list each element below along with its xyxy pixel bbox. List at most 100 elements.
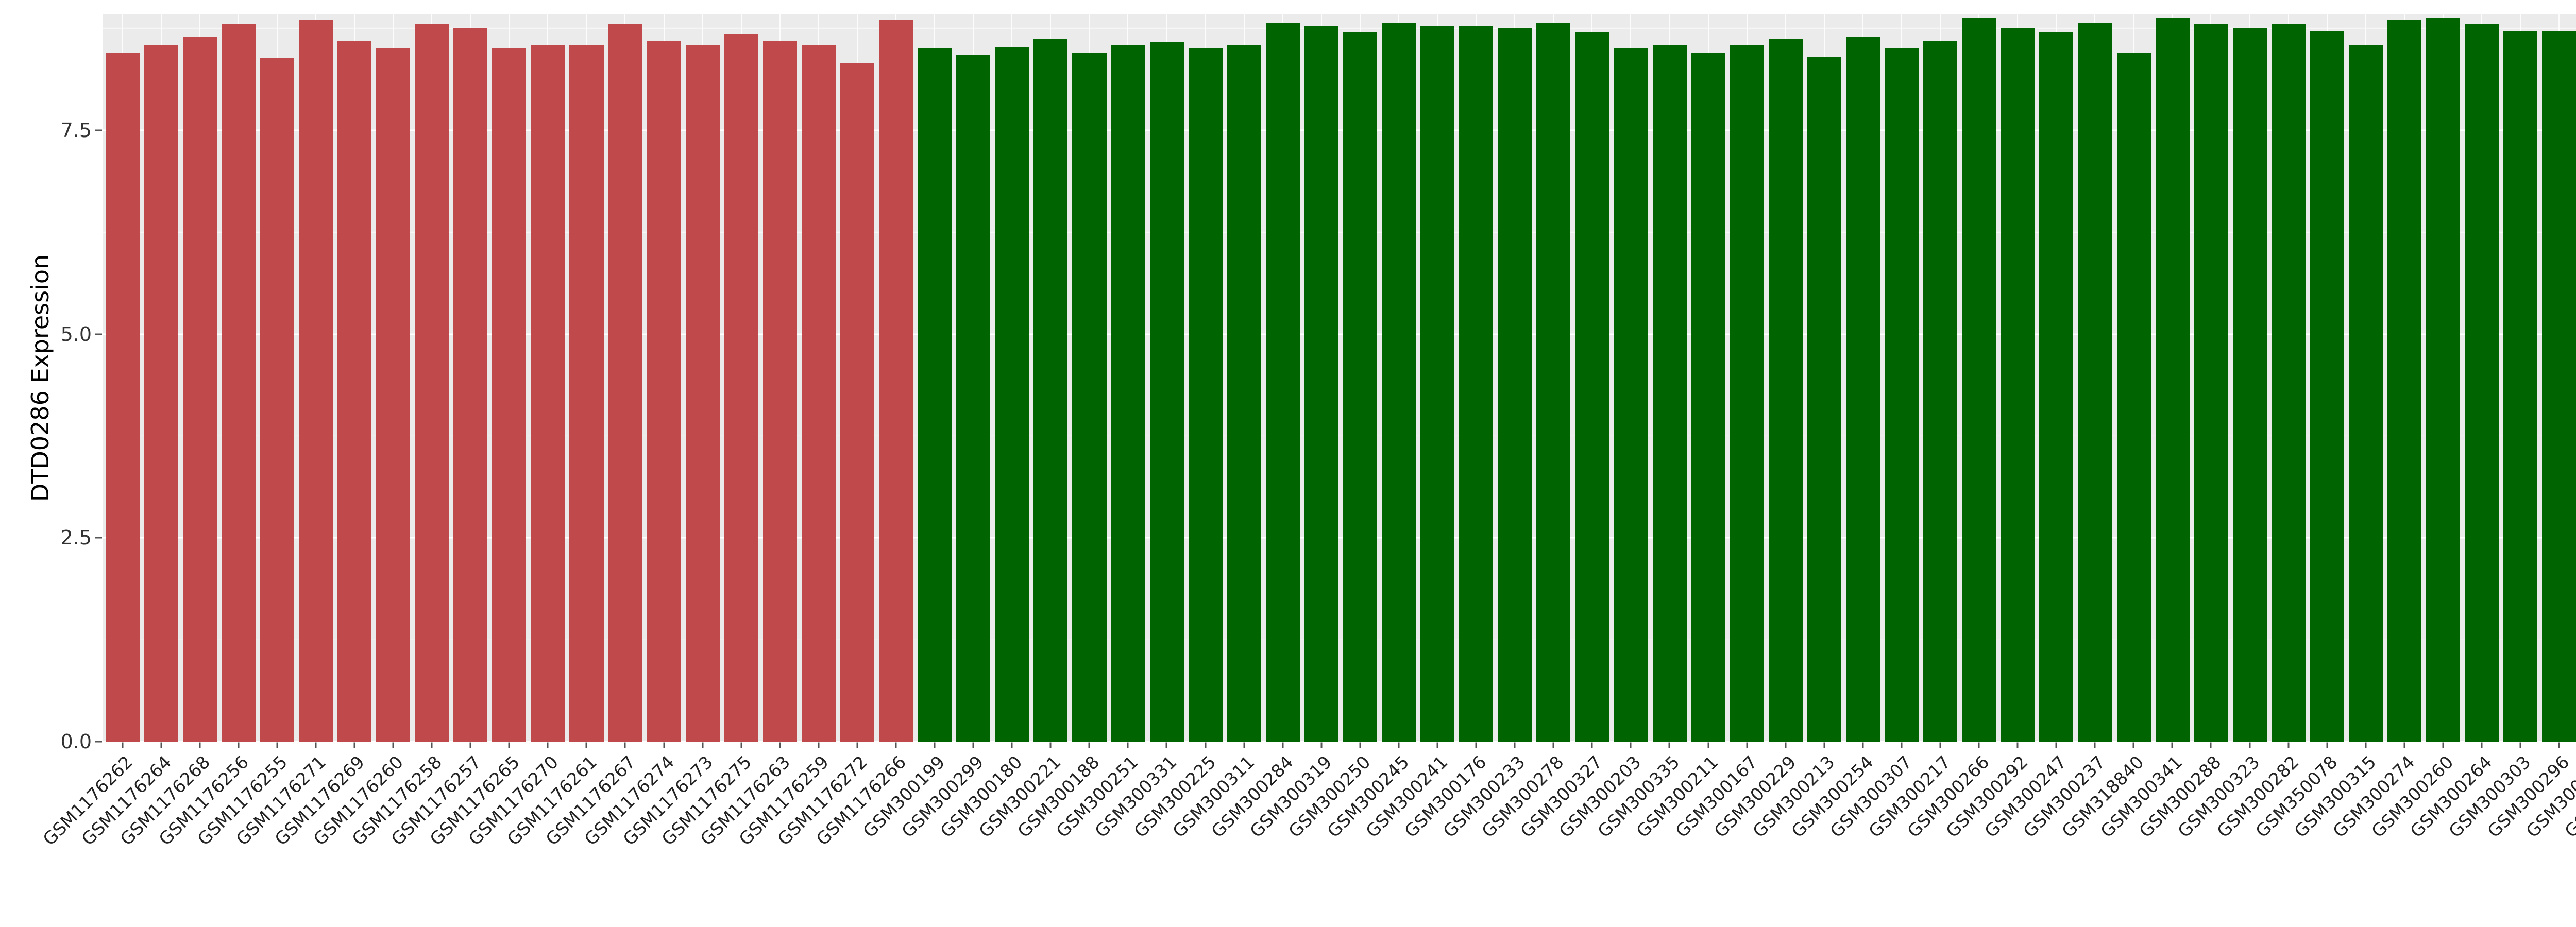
bar-slot [954, 14, 993, 742]
bar [298, 20, 333, 742]
x-tick-mark [585, 742, 587, 748]
bar [1382, 22, 1416, 742]
x-tick-mark [547, 742, 549, 748]
bar [1188, 48, 1223, 742]
bar [1227, 44, 1261, 742]
bar [1691, 53, 1725, 742]
bar [1304, 26, 1338, 742]
bar [801, 44, 836, 742]
bar [1149, 42, 1184, 742]
bar [1730, 44, 1764, 742]
bar-slot [1534, 14, 1573, 742]
bar-slot [1225, 14, 1263, 742]
bar [762, 40, 797, 742]
major-gridline [103, 537, 2576, 539]
bar-slot [838, 14, 876, 742]
x-tick-mark [1552, 742, 1554, 748]
bar [2349, 44, 2383, 742]
x-tick-mark [2403, 742, 2405, 748]
bar [105, 53, 140, 742]
x-tick-mark [1901, 742, 1903, 748]
x-tick-mark [1591, 742, 1593, 748]
bar-slot [1689, 14, 1727, 742]
bar-slot [1650, 14, 1689, 742]
x-tick-mark [1978, 742, 1980, 748]
bar [2116, 53, 2151, 742]
bar-slot [2192, 14, 2230, 742]
bar-slot [1109, 14, 1147, 742]
x-tick-mark [1939, 742, 1941, 748]
x-tick-mark [353, 742, 355, 748]
x-tick-mark [1746, 742, 1748, 748]
bar [1885, 48, 1919, 742]
bar-slot [2540, 14, 2576, 742]
bar-slot [374, 14, 413, 742]
bar [724, 34, 758, 742]
x-tick-mark [431, 742, 433, 748]
bar-slot [2230, 14, 2269, 742]
bar-slot [799, 14, 838, 742]
bar-slot [877, 14, 916, 742]
bar [879, 20, 913, 742]
bar [995, 47, 1029, 742]
bar [260, 58, 294, 742]
bar-slot [1998, 14, 2037, 742]
bar-slot [1457, 14, 1496, 742]
y-axis-title: DTD0286 Expression [26, 254, 54, 502]
x-tick-mark [1514, 742, 1516, 748]
bar [840, 63, 875, 742]
bar-slot [451, 14, 490, 742]
bar [1652, 44, 1687, 742]
bar-slot [1302, 14, 1341, 742]
x-tick-mark [1475, 742, 1477, 748]
bar-slot [1263, 14, 1302, 742]
x-tick-mark [1862, 742, 1864, 748]
major-gridline [103, 741, 2576, 743]
x-tick-mark [1707, 742, 1709, 748]
bar-slot [1147, 14, 1186, 742]
x-tick-mark [508, 742, 510, 748]
y-tick-mark [95, 537, 102, 539]
bar [1072, 53, 1107, 742]
bar-slot [529, 14, 567, 742]
x-tick-mark [238, 742, 240, 748]
x-tick-mark [2249, 742, 2251, 748]
bar [453, 28, 488, 742]
bar [1536, 22, 1571, 742]
major-gridline [103, 129, 2576, 131]
x-tick-mark [1359, 742, 1361, 748]
bar [2194, 24, 2228, 742]
plot-area [103, 14, 2576, 743]
x-tick-mark [2016, 742, 2019, 748]
bar-slot [606, 14, 645, 742]
bar [1575, 32, 1609, 742]
bar [531, 44, 565, 742]
bar-slot [2153, 14, 2192, 742]
bar-slot [1921, 14, 1960, 742]
bar-slot [103, 14, 142, 742]
x-tick-mark [2558, 742, 2560, 748]
bar-slot [2114, 14, 2153, 742]
x-tick-mark [1165, 742, 1167, 748]
bar [2426, 18, 2461, 742]
bar [647, 40, 681, 742]
bar [1459, 26, 1494, 742]
x-tick-mark [702, 742, 704, 748]
x-tick-mark [122, 742, 124, 748]
minor-gridline [103, 435, 2576, 437]
x-tick-mark [895, 742, 897, 748]
x-tick-mark [2442, 742, 2444, 748]
x-tick-mark [2210, 742, 2212, 748]
bar-slot [1805, 14, 1843, 742]
bar-slot [2269, 14, 2308, 742]
bar [2542, 30, 2576, 742]
bar [1498, 28, 1532, 742]
x-tick-mark [392, 742, 394, 748]
bar [2155, 18, 2190, 742]
bar-slot [645, 14, 683, 742]
bar-slot [490, 14, 529, 742]
x-tick-mark [1320, 742, 1323, 748]
x-tick-mark [1823, 742, 1825, 748]
bar [1923, 40, 1958, 742]
y-tick-label: 2.5 [60, 526, 92, 550]
